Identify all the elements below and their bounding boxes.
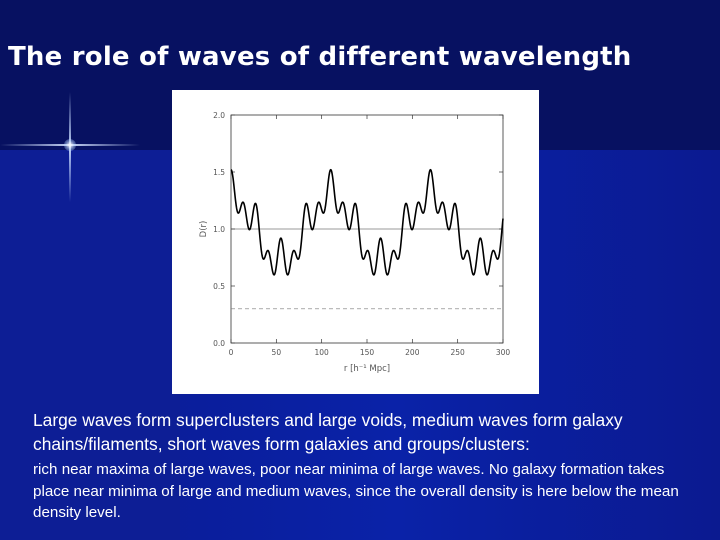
x-tick-label: 200: [405, 348, 420, 357]
slide-title: The role of waves of different wavelengt…: [8, 42, 632, 72]
x-tick-label: 250: [451, 348, 466, 357]
y-tick-label: 0.0: [213, 339, 225, 348]
y-axis-label: D(r): [199, 221, 209, 238]
series-line: [230, 168, 504, 276]
caption-block: Large waves form superclusters and large…: [33, 408, 703, 524]
sparkle-star-icon: [64, 139, 76, 151]
density-wave-plot: 0.0 0.5 1.0 1.5 2.0 0 50 100 150 200 250 300 r [h⁻…: [199, 111, 511, 374]
y-tick-label: 1.0: [213, 225, 225, 234]
x-tick-label: 0: [229, 348, 234, 357]
y-tick-label: 0.5: [213, 282, 225, 291]
y-tick-label: 2.0: [213, 111, 225, 120]
x-tick-label: 100: [315, 348, 330, 357]
x-tick-label: 150: [360, 348, 375, 357]
background-left-band: [0, 150, 180, 540]
y-tick-label: 1.5: [213, 168, 225, 177]
figure-panel: 0.0 0.5 1.0 1.5 2.0 0 50 100 150 200 250 300 r [h⁻…: [172, 90, 539, 394]
caption-main-text: Large waves form superclusters and large…: [33, 410, 623, 454]
caption-sub-text: rich near maxima of large waves, poor ne…: [33, 461, 679, 521]
x-tick-label: 300: [496, 348, 511, 357]
x-tick-label: 50: [272, 348, 282, 357]
x-axis-label: r [h⁻¹ Mpc]: [344, 364, 390, 374]
